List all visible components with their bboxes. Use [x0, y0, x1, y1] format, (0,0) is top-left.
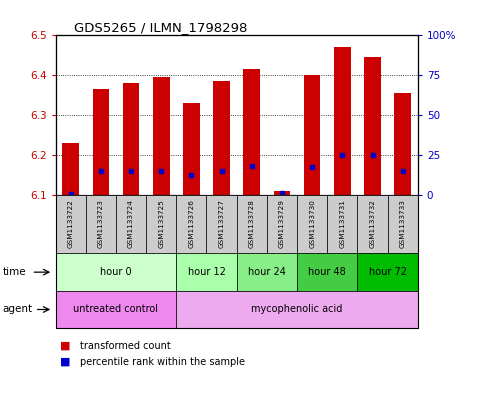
Text: GSM1133724: GSM1133724: [128, 200, 134, 248]
Text: percentile rank within the sample: percentile rank within the sample: [80, 356, 245, 367]
Bar: [93, 89, 109, 195]
Text: mycophenolic acid: mycophenolic acid: [251, 305, 343, 314]
Bar: [364, 57, 381, 195]
Text: untreated control: untreated control: [73, 305, 158, 314]
Bar: [123, 83, 139, 195]
Text: GSM1133725: GSM1133725: [158, 200, 164, 248]
Text: agent: agent: [2, 305, 32, 314]
Text: hour 72: hour 72: [369, 267, 407, 277]
Text: time: time: [2, 267, 26, 277]
Bar: [183, 103, 199, 195]
Bar: [334, 47, 351, 195]
Text: hour 24: hour 24: [248, 267, 286, 277]
Text: GSM1133722: GSM1133722: [68, 200, 73, 248]
Bar: [62, 143, 79, 195]
Bar: [395, 93, 411, 195]
Text: GDS5265 / ILMN_1798298: GDS5265 / ILMN_1798298: [73, 21, 247, 34]
Text: ■: ■: [60, 341, 71, 351]
Bar: [304, 75, 320, 195]
Text: hour 12: hour 12: [187, 267, 226, 277]
Text: ■: ■: [60, 356, 71, 367]
Text: GSM1133728: GSM1133728: [249, 200, 255, 248]
Text: GSM1133723: GSM1133723: [98, 200, 104, 248]
Text: GSM1133726: GSM1133726: [188, 200, 194, 248]
Bar: [153, 77, 170, 195]
Text: transformed count: transformed count: [80, 341, 170, 351]
Bar: [274, 191, 290, 195]
Text: GSM1133732: GSM1133732: [369, 200, 375, 248]
Text: hour 0: hour 0: [100, 267, 132, 277]
Bar: [213, 81, 230, 195]
Text: hour 48: hour 48: [308, 267, 346, 277]
Bar: [243, 69, 260, 195]
Text: GSM1133729: GSM1133729: [279, 200, 285, 248]
Text: GSM1133733: GSM1133733: [400, 200, 406, 248]
Text: GSM1133727: GSM1133727: [219, 200, 225, 248]
Text: GSM1133731: GSM1133731: [340, 200, 345, 248]
Text: GSM1133730: GSM1133730: [309, 200, 315, 248]
